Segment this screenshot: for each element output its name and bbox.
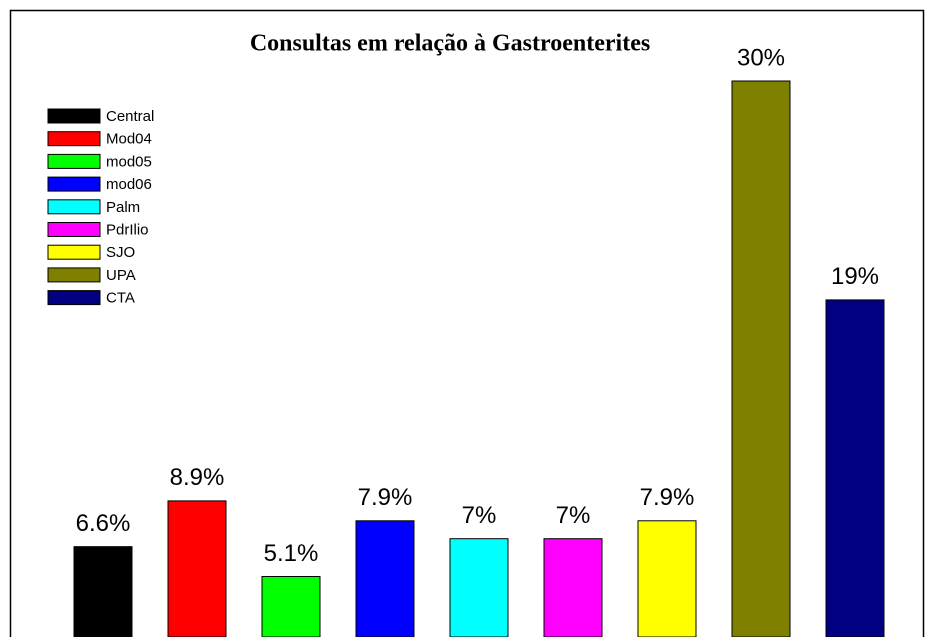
bar [449, 538, 509, 637]
value-label: 6.6% [76, 510, 131, 537]
value-label: 5.1% [264, 540, 319, 567]
legend-swatch [47, 199, 101, 215]
value-label: 7.9% [640, 484, 695, 511]
value-label: 19% [831, 263, 879, 290]
bar [825, 299, 885, 637]
legend-label: SJO [106, 244, 135, 261]
bar [543, 538, 603, 637]
bar [355, 520, 415, 637]
chart-title: Consultas em relação à Gastroenterites [250, 31, 650, 57]
bar [73, 546, 133, 637]
legend-swatch [47, 176, 101, 192]
plot-frame [9, 9, 925, 637]
legend-label: mod05 [106, 153, 152, 170]
bar [731, 80, 791, 637]
legend-label: UPA [106, 267, 136, 284]
legend-swatch [47, 131, 101, 147]
bar [637, 520, 697, 637]
legend-swatch [47, 222, 101, 237]
legend-swatch [47, 153, 101, 169]
bar [261, 576, 321, 637]
value-label: 30% [737, 44, 785, 71]
legend-swatch [47, 244, 101, 260]
value-label: 7% [556, 502, 591, 529]
value-label: 7.9% [358, 484, 413, 511]
legend-label: CTA [106, 290, 135, 307]
legend-label: mod06 [106, 176, 152, 193]
value-label: 7% [462, 502, 497, 529]
legend-label: PdrIlio [106, 221, 149, 238]
bar [167, 500, 227, 637]
legend-swatch [47, 290, 101, 306]
legend-swatch [47, 108, 101, 124]
legend-label: Central [106, 108, 154, 125]
legend-swatch [47, 267, 101, 283]
legend-label: Palm [106, 199, 140, 216]
legend-label: Mod04 [106, 131, 152, 148]
value-label: 8.9% [170, 464, 225, 491]
